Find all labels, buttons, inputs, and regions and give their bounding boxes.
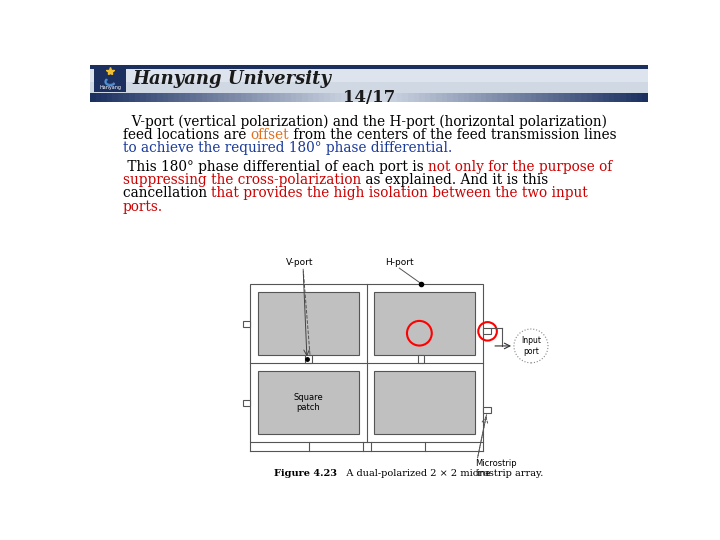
Bar	[251, 284, 483, 442]
Bar	[483, 328, 490, 334]
Text: from the centers of the feed transmission lines: from the centers of the feed transmissio…	[289, 128, 616, 142]
Text: Input
port: Input port	[521, 336, 541, 356]
Text: as explained. And it is this: as explained. And it is this	[361, 173, 548, 187]
Bar	[94, 67, 127, 92]
Text: Square
patch: Square patch	[294, 393, 323, 413]
Bar	[243, 321, 251, 327]
Bar	[374, 371, 475, 434]
Text: not only for the purpose of: not only for the purpose of	[428, 160, 612, 174]
Bar	[305, 355, 312, 363]
Text: Microstrip
line: Microstrip line	[475, 459, 517, 478]
Bar	[90, 93, 648, 102]
Text: offset: offset	[251, 128, 289, 142]
Text: A dual-polarized 2 × 2 microstrip array.: A dual-polarized 2 × 2 microstrip array.	[337, 469, 543, 478]
Text: feed locations are: feed locations are	[122, 128, 251, 142]
Text: Hanyang University: Hanyang University	[132, 70, 332, 89]
Text: suppressing the cross-polarization: suppressing the cross-polarization	[122, 173, 361, 187]
Bar	[418, 355, 424, 363]
Text: 14/17: 14/17	[343, 90, 395, 106]
Text: V-port: V-port	[286, 258, 313, 267]
Text: V-port (vertical polarization) and the H-port (horizontal polarization): V-port (vertical polarization) and the H…	[122, 115, 606, 129]
Bar	[90, 69, 648, 82]
Text: This 180° phase differential of each port is: This 180° phase differential of each por…	[122, 160, 428, 174]
Text: to achieve the required 180° phase differential.: to achieve the required 180° phase diffe…	[122, 141, 452, 155]
Bar	[258, 371, 359, 434]
Bar	[90, 65, 648, 93]
Bar	[243, 400, 251, 406]
Bar	[374, 292, 475, 355]
Text: that provides the high isolation between the two input: that provides the high isolation between…	[211, 186, 588, 200]
Text: cancellation: cancellation	[122, 186, 211, 200]
Bar	[258, 292, 359, 355]
Bar	[90, 65, 648, 69]
Text: ports.: ports.	[122, 200, 163, 213]
Text: Figure 4.23: Figure 4.23	[274, 469, 337, 478]
Bar	[483, 407, 490, 413]
Text: Hanyang: Hanyang	[99, 85, 121, 90]
Text: H-port: H-port	[385, 258, 413, 267]
